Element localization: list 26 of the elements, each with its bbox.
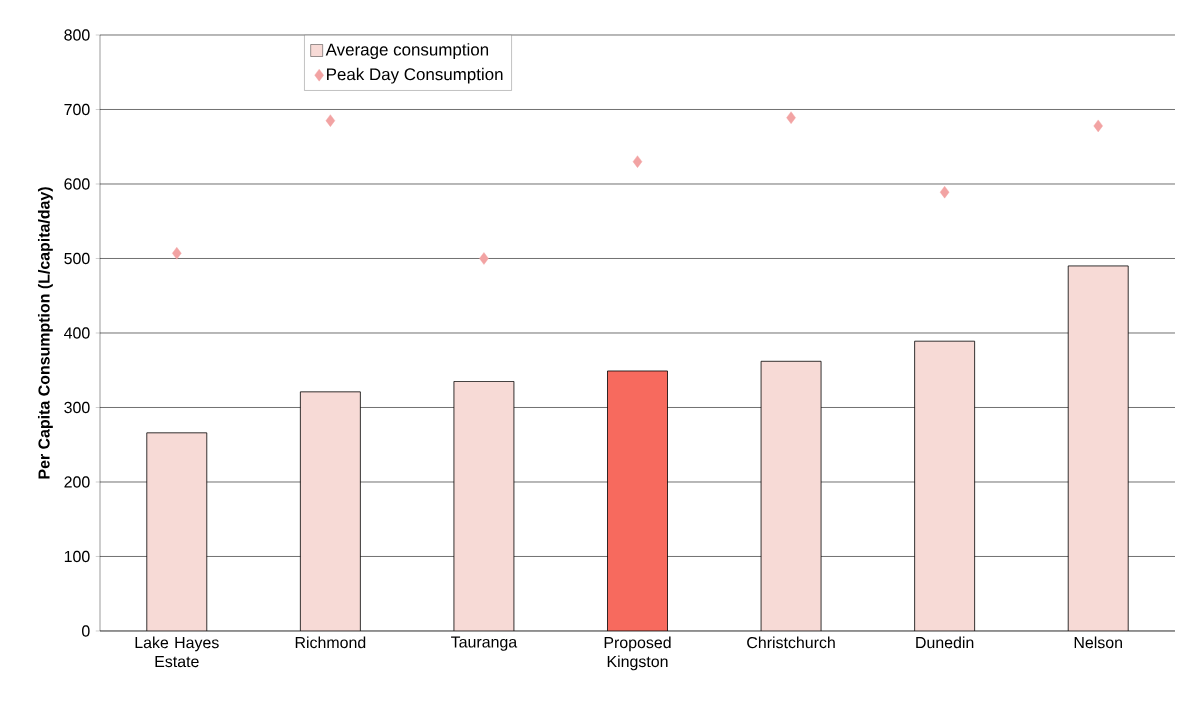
legend-label: Peak Day Consumption: [327, 67, 503, 84]
point: [939, 185, 950, 199]
x-tick-label: Dunedin: [916, 636, 974, 649]
y-tick-label: 800: [64, 29, 90, 41]
x-tick-label: Nelson: [1074, 636, 1122, 649]
y-tick-label: 0: [82, 625, 90, 637]
point: [786, 111, 796, 124]
y-tick-label: 500: [64, 252, 90, 265]
x-tick-label: Tauranga: [451, 636, 518, 651]
x-tick-label: Richmond: [295, 636, 366, 649]
y-axis-title: Per Capita Consumption (L/capita/day): [37, 187, 53, 479]
point: [1093, 119, 1103, 133]
x-tick-label: Lake Hayes Estate: [135, 636, 219, 668]
y-tick-label: 100: [64, 550, 90, 563]
point: [172, 247, 182, 260]
y-tick-label: 200: [64, 476, 90, 488]
point: [325, 114, 336, 127]
x-tick-label: Christchurch: [747, 636, 835, 649]
y-tick-label: 600: [64, 178, 90, 190]
x-tick-label: Proposed Kingston: [604, 636, 671, 671]
legend-label: Average consumption: [325, 43, 489, 59]
point: [632, 155, 643, 168]
point: [479, 252, 489, 265]
y-tick-label: 300: [64, 401, 90, 414]
y-tick-label: 700: [64, 103, 90, 116]
y-tick-label: 400: [64, 327, 90, 339]
